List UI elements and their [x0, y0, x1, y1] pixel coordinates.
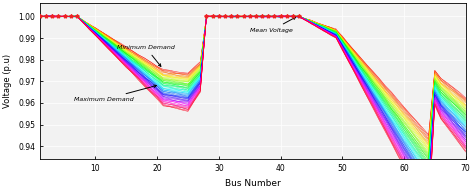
Text: Minimum Demand: Minimum Demand [117, 45, 175, 66]
Text: Mean Voltage: Mean Voltage [250, 17, 296, 33]
X-axis label: Bus Number: Bus Number [225, 179, 281, 188]
Y-axis label: Voltage (p.u): Voltage (p.u) [3, 54, 12, 108]
Text: Maximum Demand: Maximum Demand [74, 85, 156, 102]
